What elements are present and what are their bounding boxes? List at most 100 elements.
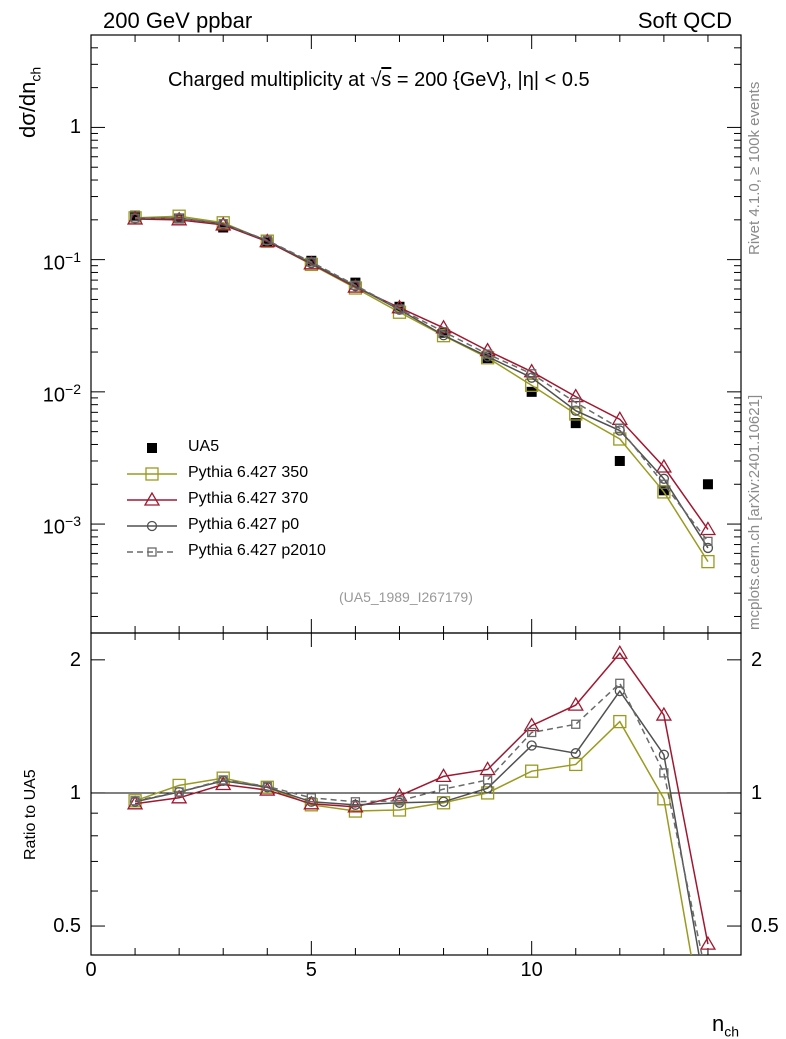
main-point-p2010 — [571, 397, 581, 408]
ratio-y-tick-label-right: 1 — [751, 781, 763, 804]
main-point-p2010 — [174, 213, 184, 223]
ratio-point-p370 — [479, 761, 496, 776]
ratio-point-p370 — [523, 717, 540, 732]
main-point-p350 — [436, 329, 451, 343]
ratio-y-tick-label-right: 0.5 — [751, 915, 779, 938]
reference-label: (UA5_1989_I267179) — [339, 589, 473, 605]
ratio-point-p350 — [525, 764, 539, 778]
main-point-p2010 — [350, 280, 361, 290]
legend-entry-p2010: Pythia 6.427 p2010 — [188, 542, 326, 559]
ratio-point-p350 — [392, 803, 407, 817]
ratio-series-p0 — [129, 685, 700, 955]
main-point-ua5 — [702, 479, 713, 490]
plot-title-pre: Charged multiplicity at — [168, 69, 371, 91]
ratio-point-p370 — [567, 696, 584, 711]
ratio-series-p370 — [126, 644, 717, 950]
legend-marker-p370 — [143, 491, 161, 506]
ratio-series-line-p2010 — [134, 682, 703, 955]
main-point-p2010 — [438, 327, 449, 337]
ratio-point-p2010 — [482, 775, 493, 785]
ratio-point-p350 — [480, 786, 495, 800]
main-point-ua5 — [570, 418, 581, 429]
main-point-p2010 — [527, 369, 537, 379]
ratio-series-p2010 — [130, 678, 703, 955]
main-series-line-p350 — [135, 215, 709, 563]
main-point-p2010 — [659, 479, 669, 489]
main-point-p2010 — [306, 257, 316, 267]
ratio-series-line-p350 — [134, 720, 692, 955]
ratio-point-p370 — [391, 787, 408, 802]
plot-title-post: = 200 {GeV}, |η| < 0.5 — [391, 69, 590, 91]
ratio-point-p2010 — [262, 781, 272, 791]
ratio-point-p2010 — [659, 768, 669, 778]
ratio-point-p2010 — [571, 719, 581, 729]
ratio-point-p370 — [303, 795, 320, 810]
main-point-p2010 — [615, 423, 625, 433]
main-y-tick-label: 1 — [69, 116, 81, 139]
ratio-point-p2010 — [438, 784, 449, 794]
x-tick-label: 0 — [85, 959, 97, 981]
main-point-ua5 — [130, 210, 141, 221]
ratio-y-tick-label: 1 — [69, 781, 81, 804]
main-point-p2010 — [218, 219, 228, 229]
ratio-plot-frame — [90, 632, 742, 956]
ratio-y-tick-label: 0.5 — [53, 915, 81, 938]
ratio-point-p0 — [614, 685, 625, 697]
main-point-ua5 — [658, 485, 669, 496]
plot-title-sqrt: √ — [370, 69, 382, 91]
main-point-ua5 — [262, 237, 273, 248]
main-point-ua5 — [614, 455, 625, 466]
main-point-p2010 — [394, 304, 405, 314]
ratio-point-p370 — [699, 935, 717, 950]
main-point-p2010 — [482, 349, 493, 359]
ratio-point-p2010 — [174, 787, 184, 797]
main-point-p2010 — [130, 213, 140, 223]
main-y-tick-label: 10−3 — [42, 513, 81, 539]
ratio-point-p0 — [570, 748, 581, 759]
main-series-line-p0 — [135, 217, 709, 549]
ratio-y-tick-label: 2 — [69, 648, 81, 671]
ratio-point-p370 — [171, 789, 188, 804]
main-point-p370 — [435, 319, 452, 334]
ratio-point-p0 — [658, 749, 670, 760]
legend-marker-p0 — [146, 520, 158, 532]
legend-entry-p350: Pythia 6.427 350 — [188, 464, 309, 481]
x-tick-label: 5 — [305, 959, 317, 981]
x-axis-label-sub: ch — [724, 1023, 740, 1039]
main-point-p2010 — [262, 235, 272, 245]
header-right: Soft QCD — [637, 8, 732, 33]
main-point-p350 — [701, 554, 715, 569]
ratio-point-p0 — [526, 740, 537, 751]
main-point-p350 — [525, 378, 539, 392]
main-series-line-p370 — [135, 218, 709, 530]
ratio-point-p2010 — [527, 727, 537, 738]
ratio-point-p2010 — [350, 797, 361, 807]
x-tick-label: 10 — [520, 959, 543, 981]
ratio-series-p350 — [128, 714, 692, 955]
ratio-point-p370 — [611, 644, 628, 659]
legend-entry-p0: Pythia 6.427 p0 — [188, 516, 300, 533]
legend-entry-ua5: UA5 — [188, 438, 220, 455]
ratio-series-line-p0 — [134, 689, 700, 955]
header-left: 200 GeV ppbar — [103, 8, 253, 33]
ratio-point-p2010 — [394, 796, 405, 806]
ratio-point-p0 — [438, 796, 449, 807]
ratio-series-line-p370 — [134, 652, 709, 945]
ratio-point-p350 — [569, 757, 583, 772]
main-point-ua5 — [306, 255, 317, 266]
main-point-p350 — [613, 432, 627, 446]
main-point-p0 — [702, 542, 714, 554]
ratio-point-p2010 — [130, 796, 140, 806]
plot-title: Charged multiplicity at √s = 200 {GeV}, … — [168, 70, 590, 90]
legend-entry-p370: Pythia 6.427 370 — [188, 490, 309, 507]
main-point-p370 — [567, 388, 584, 403]
main-point-p2010 — [703, 536, 713, 547]
legend-marker-ua5 — [147, 443, 157, 453]
main-point-p370 — [699, 521, 717, 536]
main-y-tick-label: 10−2 — [42, 380, 81, 407]
ratio-point-p350 — [613, 714, 627, 729]
main-y-tick-label: 10−1 — [42, 248, 81, 275]
ratio-point-p2010 — [218, 775, 228, 785]
ratio-point-p370 — [655, 706, 673, 721]
